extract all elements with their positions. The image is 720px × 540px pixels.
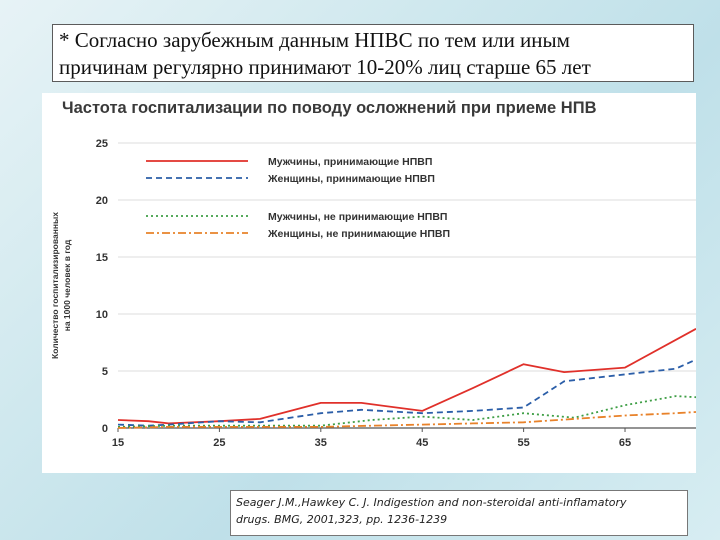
x-tick-label: 65 [619,437,631,449]
legend-label-1: Мужчины, принимающие НПВП [268,156,432,168]
y-tick-label: 5 [102,366,108,378]
citation-line-2: drugs. BMG, 2001,323, pp. 1236-1239 [236,513,448,526]
legend-label-3: Мужчины, не принимающие НПВП [268,211,447,223]
note-line-1: * Согласно зарубежным данным НПВС по тем… [59,28,570,52]
y-tick-label: 15 [96,252,108,264]
y-tick-label: 20 [96,195,108,207]
y-tick-label: 10 [96,309,108,321]
x-tick-label: 45 [416,437,428,449]
y-tick-label: 0 [102,423,108,435]
y-tick-label: 25 [96,138,108,150]
series-line-2 [117,358,696,427]
x-tick-label: 15 [112,437,124,449]
citation-box: Seager J.M.,Hawkey C. J. Indigestion and… [230,490,688,536]
series-line-3 [117,395,696,428]
citation-line-1: Seager J.M.,Hawkey C. J. Indigestion and… [236,496,627,509]
legend-label-4: Женщины, не принимающие НПВП [267,228,450,240]
y-axis-label-line-2: на 1000 человек в год [62,239,72,331]
x-tick-label: 55 [517,437,529,449]
note-box: * Согласно зарубежным данным НПВС по тем… [52,24,694,82]
chart-panel: 0 5 10 15 20 25 15 25 35 45 55 65 Количество госпита… [42,93,696,473]
note-line-2: причинам регулярно принимают 10-20% лиц … [59,55,591,79]
chart-title: Частота госпитализации по поводу осложне… [62,99,597,117]
x-tick-label: 25 [213,437,225,449]
series-line-4 [117,411,696,429]
chart-svg: 0 5 10 15 20 25 15 25 35 45 55 65 Количество госпита… [50,138,696,449]
legend-label-2: Женщины, принимающие НПВП [267,173,435,185]
x-tick-label: 35 [315,437,327,449]
y-axis-label-line-1: Количество госпитализированных [50,212,60,359]
series-line-1 [117,328,696,425]
